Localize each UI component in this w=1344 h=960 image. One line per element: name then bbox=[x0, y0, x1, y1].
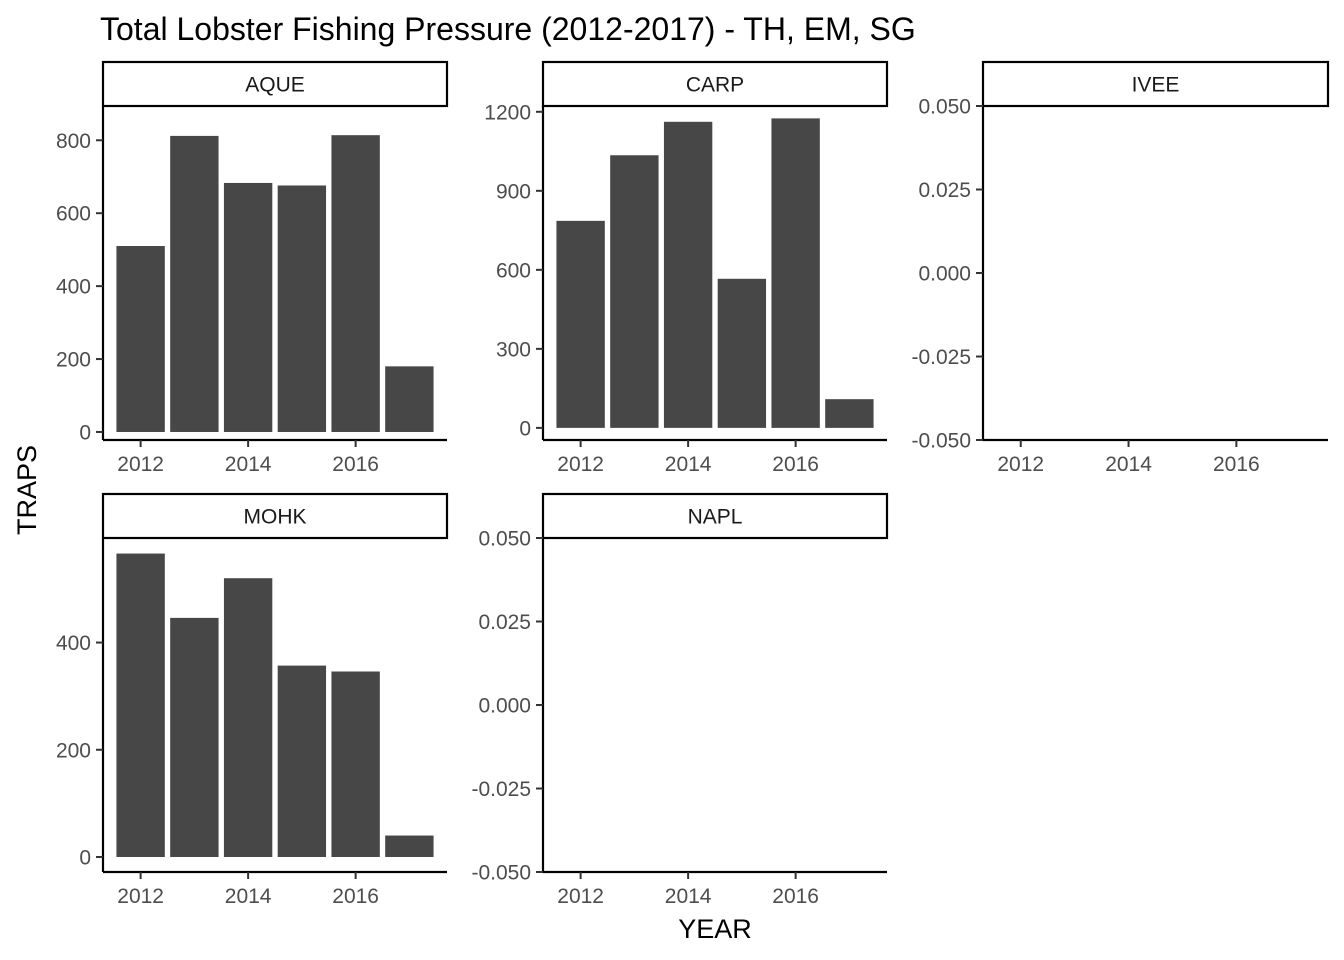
x-tick-label: 2016 bbox=[1213, 453, 1260, 476]
y-tick-label: 600 bbox=[496, 259, 531, 282]
y-tick-label: -0.050 bbox=[471, 862, 531, 885]
x-tick-label: 2012 bbox=[557, 885, 604, 908]
facet-strip bbox=[541, 492, 889, 540]
facet-strip bbox=[101, 492, 449, 540]
y-tick-label: 800 bbox=[56, 130, 91, 153]
y-tick-label: 0.000 bbox=[478, 695, 531, 718]
facet-strip-label: CARP bbox=[686, 74, 744, 97]
bar-aque-2015 bbox=[277, 185, 327, 432]
x-tick-label: 2014 bbox=[665, 453, 712, 476]
y-tick-label: 0.050 bbox=[918, 96, 971, 119]
x-axis-title: YEAR bbox=[678, 914, 752, 944]
bar-aque-2012 bbox=[116, 246, 165, 432]
y-axis-title: TRAPS bbox=[12, 445, 42, 535]
y-tick-label: 900 bbox=[496, 180, 531, 203]
bar-mohk-2013 bbox=[170, 617, 219, 857]
y-tick-label: 0 bbox=[519, 417, 531, 440]
facet-strip-label: MOHK bbox=[244, 506, 307, 529]
facet-napl: NAPL -0.050 -0.025 0.000 0.025 0.050 2012 2014 2… bbox=[471, 492, 889, 908]
bar-mohk-2012 bbox=[116, 553, 165, 857]
chart-title: Total Lobster Fishing Pressure (2012-201… bbox=[100, 11, 916, 47]
x-tick-label: 2014 bbox=[225, 453, 272, 476]
x-tick-label: 2014 bbox=[665, 885, 712, 908]
x-tick-label: 2016 bbox=[332, 453, 379, 476]
facet-mohk: MOHK 0 200 400 2012 2014 2016 bbox=[56, 492, 449, 908]
bar-aque-2016 bbox=[331, 135, 380, 432]
x-tick-label: 2012 bbox=[117, 885, 164, 908]
bar-carp-2012 bbox=[556, 220, 605, 428]
x-tick-label: 2014 bbox=[1105, 453, 1152, 476]
facet-strip bbox=[981, 60, 1330, 108]
y-tick-label: 300 bbox=[496, 338, 531, 361]
y-tick-label: 600 bbox=[56, 203, 91, 226]
bar-carp-2017 bbox=[825, 399, 874, 428]
y-tick-label: 0 bbox=[79, 421, 91, 444]
facet-aque: AQUE 0 200 400 600 800 2012 2014 2016 bbox=[56, 60, 449, 476]
bar-carp-2014 bbox=[663, 121, 713, 428]
facet-strip bbox=[101, 60, 449, 108]
y-tick-label: 0.050 bbox=[478, 528, 531, 551]
bar-mohk-2017 bbox=[385, 835, 434, 857]
bar-aque-2014 bbox=[223, 182, 273, 432]
bar-mohk-2014 bbox=[223, 578, 273, 857]
y-tick-label: 0.025 bbox=[478, 611, 531, 634]
bar-mohk-2016 bbox=[331, 671, 380, 857]
bar-mohk-2015 bbox=[277, 665, 327, 857]
bar-carp-2016 bbox=[771, 118, 820, 428]
bar-carp-2013 bbox=[610, 155, 659, 428]
x-tick-label: 2014 bbox=[225, 885, 272, 908]
y-tick-label: 200 bbox=[56, 739, 91, 762]
y-tick-label: -0.050 bbox=[911, 430, 971, 453]
facet-strip-label: NAPL bbox=[688, 506, 743, 529]
y-tick-label: 0 bbox=[79, 846, 91, 869]
bar-aque-2017 bbox=[385, 366, 434, 432]
y-tick-label: -0.025 bbox=[471, 778, 531, 801]
y-tick-label: 400 bbox=[56, 632, 91, 655]
facet-strip-label: IVEE bbox=[1132, 74, 1180, 97]
x-tick-label: 2016 bbox=[772, 885, 819, 908]
y-tick-label: 400 bbox=[56, 276, 91, 299]
y-tick-label: 1200 bbox=[484, 101, 531, 124]
x-tick-label: 2012 bbox=[557, 453, 604, 476]
bar-aque-2013 bbox=[170, 135, 219, 432]
y-tick-label: 200 bbox=[56, 349, 91, 372]
facet-ivee: IVEE -0.050 -0.025 0.000 0.025 0.050 2012 2014 2… bbox=[911, 60, 1330, 476]
bar-carp-2015 bbox=[717, 278, 767, 428]
y-tick-label: -0.025 bbox=[911, 346, 971, 369]
x-tick-label: 2012 bbox=[117, 453, 164, 476]
facet-panels: AQUE 0 200 400 600 800 2012 2014 2016 CARP 0 300 600… bbox=[56, 60, 1330, 908]
y-tick-label: 0.025 bbox=[918, 179, 971, 202]
facet-carp: CARP 0 300 600 900 1200 2012 2014 2016 bbox=[484, 60, 889, 476]
x-tick-label: 2016 bbox=[772, 453, 819, 476]
x-tick-label: 2012 bbox=[997, 453, 1044, 476]
y-tick-label: 0.000 bbox=[918, 263, 971, 286]
facet-strip-label: AQUE bbox=[245, 74, 305, 97]
facet-strip bbox=[541, 60, 889, 108]
x-tick-label: 2016 bbox=[332, 885, 379, 908]
